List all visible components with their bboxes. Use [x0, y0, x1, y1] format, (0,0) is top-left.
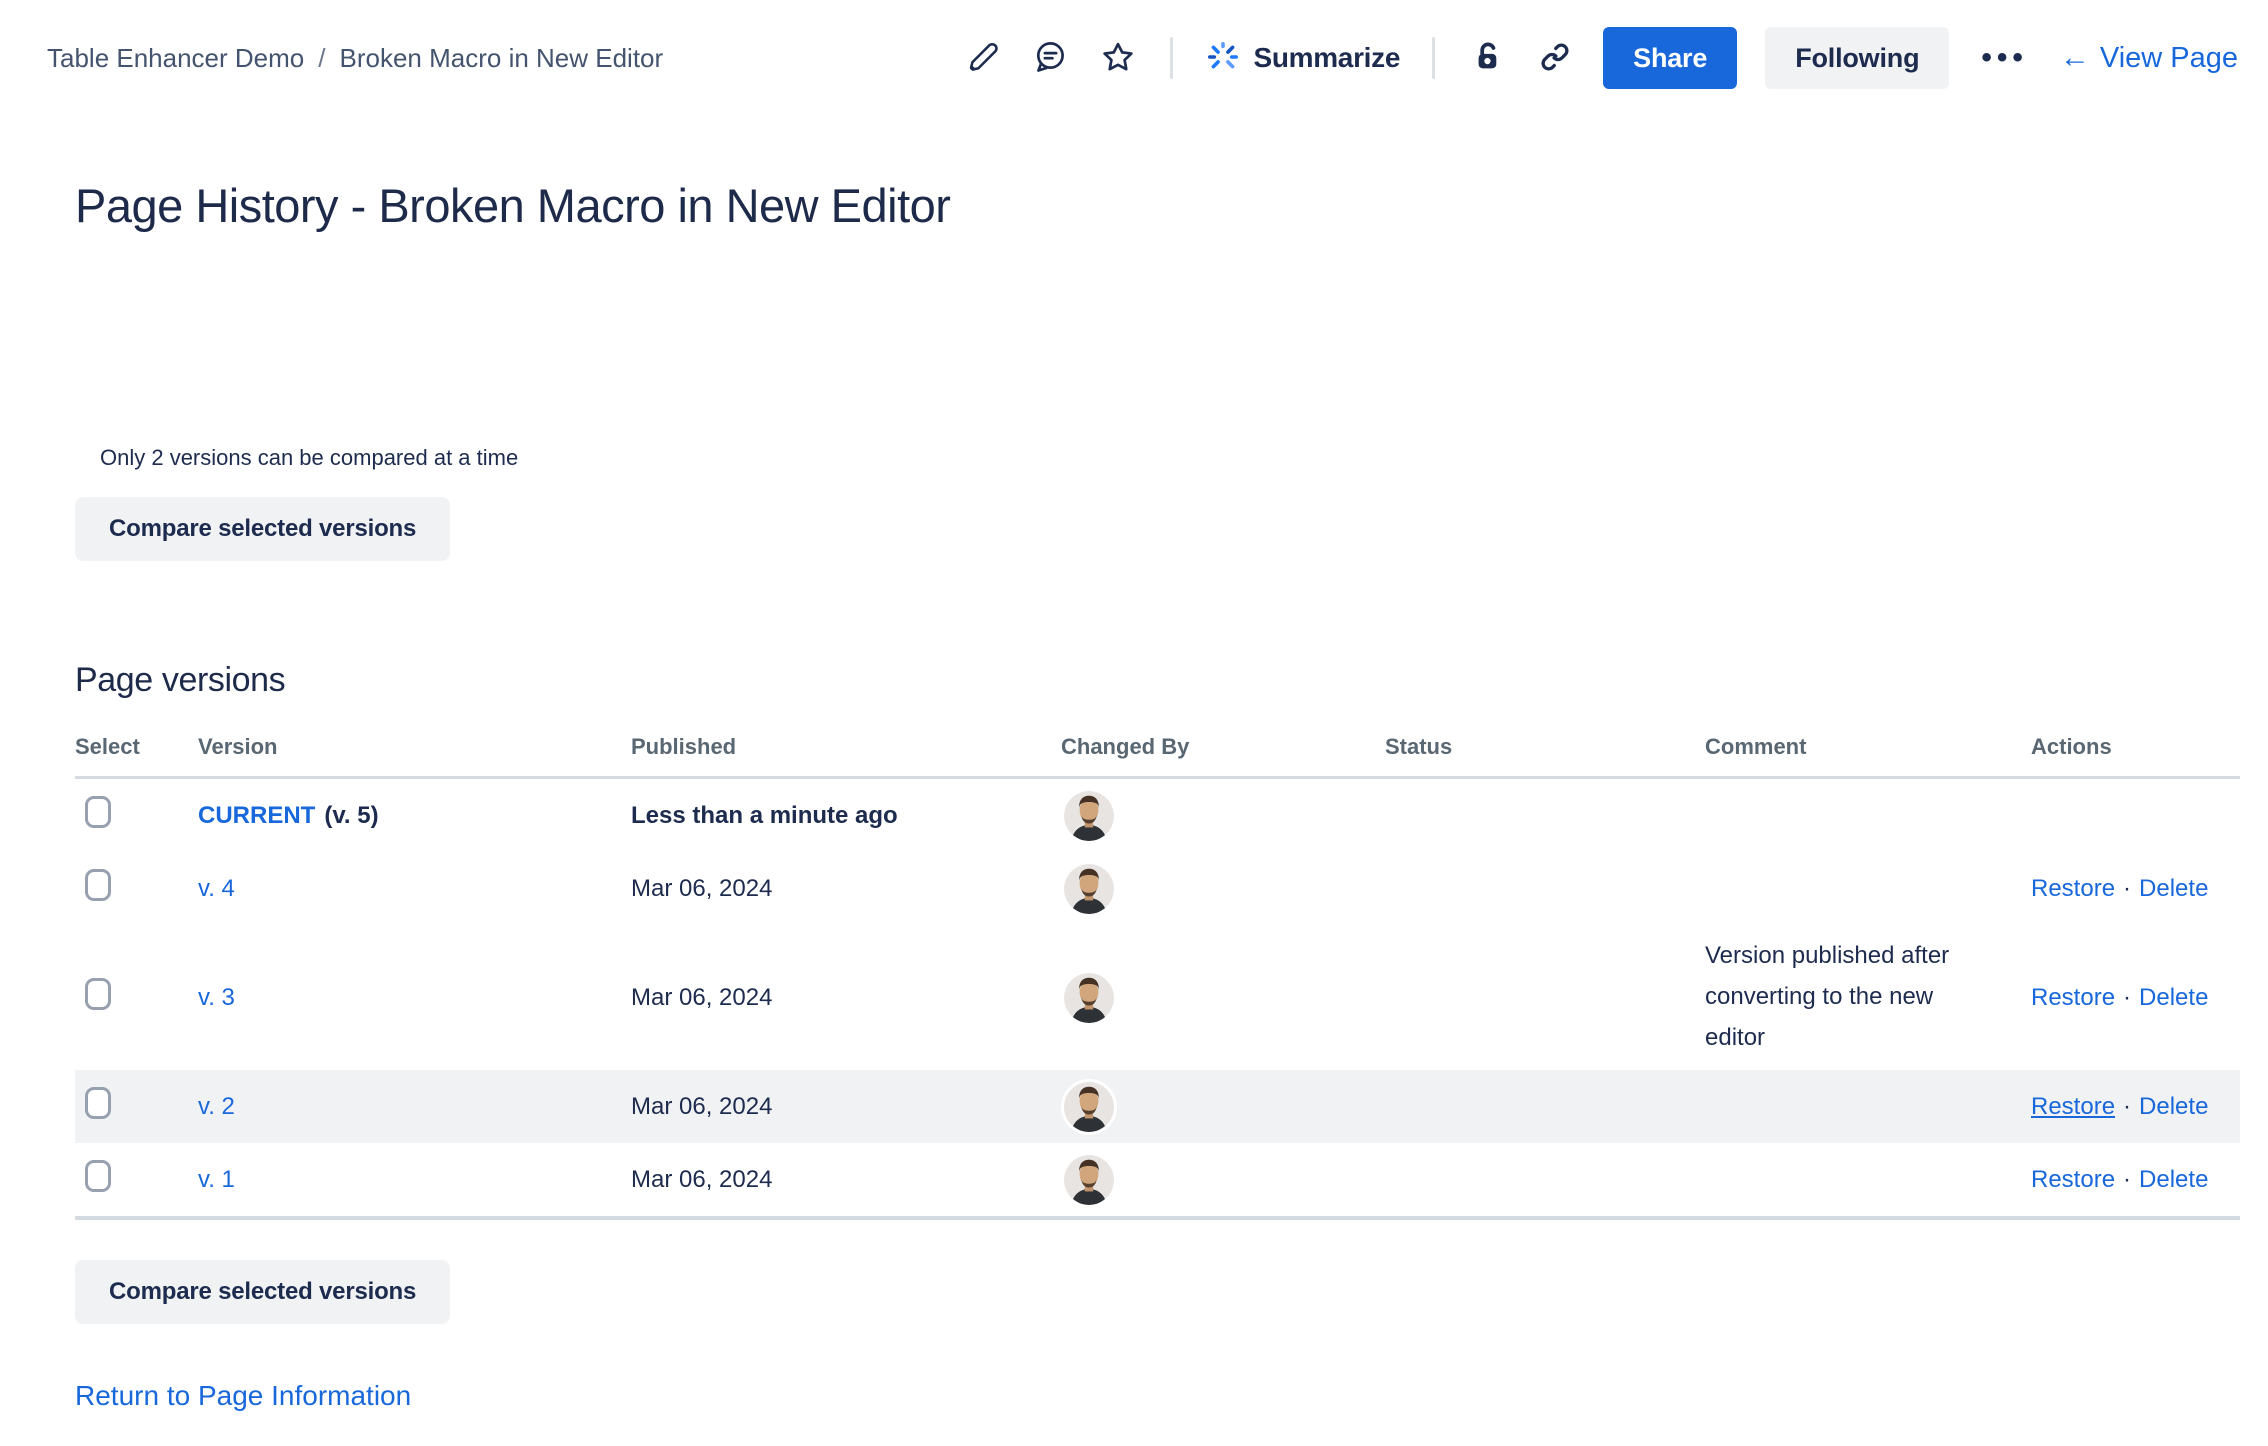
column-header-comment: Comment	[1705, 734, 1807, 759]
compare-selected-versions-button-top[interactable]: Compare selected versions	[75, 497, 451, 561]
delete-link[interactable]: Delete	[2139, 983, 2209, 1011]
actions-cell: Restore · Delete	[2031, 1166, 2240, 1194]
actions-separator: ·	[2123, 1165, 2132, 1193]
page-title: Page History - Broken Macro in New Edito…	[75, 179, 951, 232]
delete-link[interactable]: Delete	[2139, 874, 2209, 902]
column-header-select: Select	[75, 734, 140, 759]
table-row-v1: v. 1 Mar 06, 2024 Restore · Delete	[75, 1143, 2240, 1216]
star-icon	[1100, 39, 1136, 78]
comment-icon	[1032, 39, 1068, 78]
page-header: Table Enhancer Demo / Broken Macro in Ne…	[0, 0, 2268, 92]
toolbar-divider	[1432, 37, 1436, 79]
avatar[interactable]	[1061, 1078, 1117, 1135]
restore-link[interactable]: Restore	[2031, 1165, 2116, 1193]
back-arrow-icon: ←	[2059, 41, 2090, 74]
comments-button[interactable]	[1030, 38, 1070, 78]
favourite-button[interactable]	[1098, 38, 1138, 78]
published-cell: Mar 06, 2024	[631, 874, 773, 902]
view-page-link[interactable]: ← View Page	[2060, 42, 2238, 75]
table-header-row: Select Version Published Changed By Stat…	[75, 734, 2240, 779]
column-header-version: Version	[198, 734, 278, 759]
actions-separator: ·	[2123, 874, 2132, 902]
actions-cell: Restore · Delete	[2031, 984, 2240, 1012]
return-to-page-information-link[interactable]: Return to Page Information	[75, 1380, 412, 1411]
version-link-current[interactable]: CURRENT	[198, 801, 316, 829]
version-checkbox[interactable]	[85, 1160, 111, 1192]
delete-link[interactable]: Delete	[2139, 1092, 2209, 1120]
version-number: (v. 5)	[324, 801, 379, 829]
pencil-icon	[964, 39, 1000, 78]
table-row-current: CURRENT (v. 5) Less than a minute ago	[75, 779, 2240, 852]
copy-link-button[interactable]	[1535, 38, 1575, 78]
avatar[interactable]	[1061, 787, 1117, 844]
version-link[interactable]: v. 1	[198, 1165, 235, 1193]
edit-button[interactable]	[962, 38, 1002, 78]
following-button[interactable]: Following	[1765, 27, 1950, 89]
breadcrumb-page-link[interactable]: Broken Macro in New Editor	[339, 42, 664, 73]
view-page-label: View Page	[2099, 41, 2238, 74]
version-link[interactable]: v. 2	[198, 1092, 235, 1120]
actions-separator: ·	[2123, 1092, 2132, 1120]
table-row-v3: v. 3 Mar 06, 2024 Version published afte…	[75, 925, 2240, 1070]
page-versions-table: Select Version Published Changed By Stat…	[75, 734, 2240, 1220]
actions-cell: Restore · Delete	[2031, 875, 2240, 903]
restore-link[interactable]: Restore	[2031, 1092, 2116, 1120]
actions-cell: Restore · Delete	[2031, 1093, 2240, 1121]
summarize-button[interactable]: Summarize	[1205, 39, 1400, 78]
share-button[interactable]: Share	[1603, 27, 1738, 89]
restore-link[interactable]: Restore	[2031, 983, 2116, 1011]
column-header-changed-by: Changed By	[1061, 734, 1190, 759]
compare-note: Only 2 versions can be compared at a tim…	[100, 445, 519, 470]
avatar[interactable]	[1061, 1151, 1117, 1208]
column-header-status: Status	[1385, 734, 1453, 759]
published-cell: Less than a minute ago	[631, 801, 898, 829]
comment-cell: Version published after converting to th…	[1705, 942, 1950, 1051]
link-icon	[1537, 39, 1573, 78]
more-actions-button[interactable]: •••	[1977, 41, 2032, 75]
column-header-actions: Actions	[2031, 734, 2112, 759]
restore-link[interactable]: Restore	[2031, 874, 2116, 902]
version-link[interactable]: v. 3	[198, 983, 235, 1011]
avatar[interactable]	[1061, 860, 1117, 917]
toolbar: Summarize Share Following •••	[962, 27, 2238, 89]
restrictions-button[interactable]	[1467, 38, 1507, 78]
column-header-published: Published	[631, 734, 737, 759]
summarize-spark-icon	[1205, 39, 1241, 78]
version-checkbox[interactable]	[85, 1087, 111, 1119]
page-versions-heading: Page versions	[75, 661, 286, 699]
breadcrumb: Table Enhancer Demo / Broken Macro in Ne…	[47, 43, 663, 74]
version-checkbox[interactable]	[85, 869, 111, 901]
table-row-v2: v. 2 Mar 06, 2024 Restore · Delete	[75, 1070, 2240, 1143]
published-cell: Mar 06, 2024	[631, 1165, 773, 1193]
summarize-label: Summarize	[1253, 42, 1401, 73]
unlock-icon	[1469, 39, 1505, 78]
version-checkbox[interactable]	[85, 978, 111, 1010]
breadcrumb-space-link[interactable]: Table Enhancer Demo	[47, 42, 305, 73]
toolbar-divider	[1170, 37, 1174, 79]
avatar[interactable]	[1061, 969, 1117, 1026]
version-link[interactable]: v. 4	[198, 874, 235, 902]
table-row-v4: v. 4 Mar 06, 2024 Restore · Delete	[75, 852, 2240, 925]
table-body: CURRENT (v. 5) Less than a minute ago	[75, 779, 2240, 1220]
published-cell: Mar 06, 2024	[631, 1092, 773, 1120]
delete-link[interactable]: Delete	[2139, 1165, 2209, 1193]
actions-separator: ·	[2123, 983, 2132, 1011]
breadcrumb-separator: /	[318, 42, 326, 73]
published-cell: Mar 06, 2024	[631, 983, 773, 1011]
version-checkbox[interactable]	[85, 796, 111, 828]
compare-selected-versions-button-bottom[interactable]: Compare selected versions	[75, 1260, 451, 1324]
